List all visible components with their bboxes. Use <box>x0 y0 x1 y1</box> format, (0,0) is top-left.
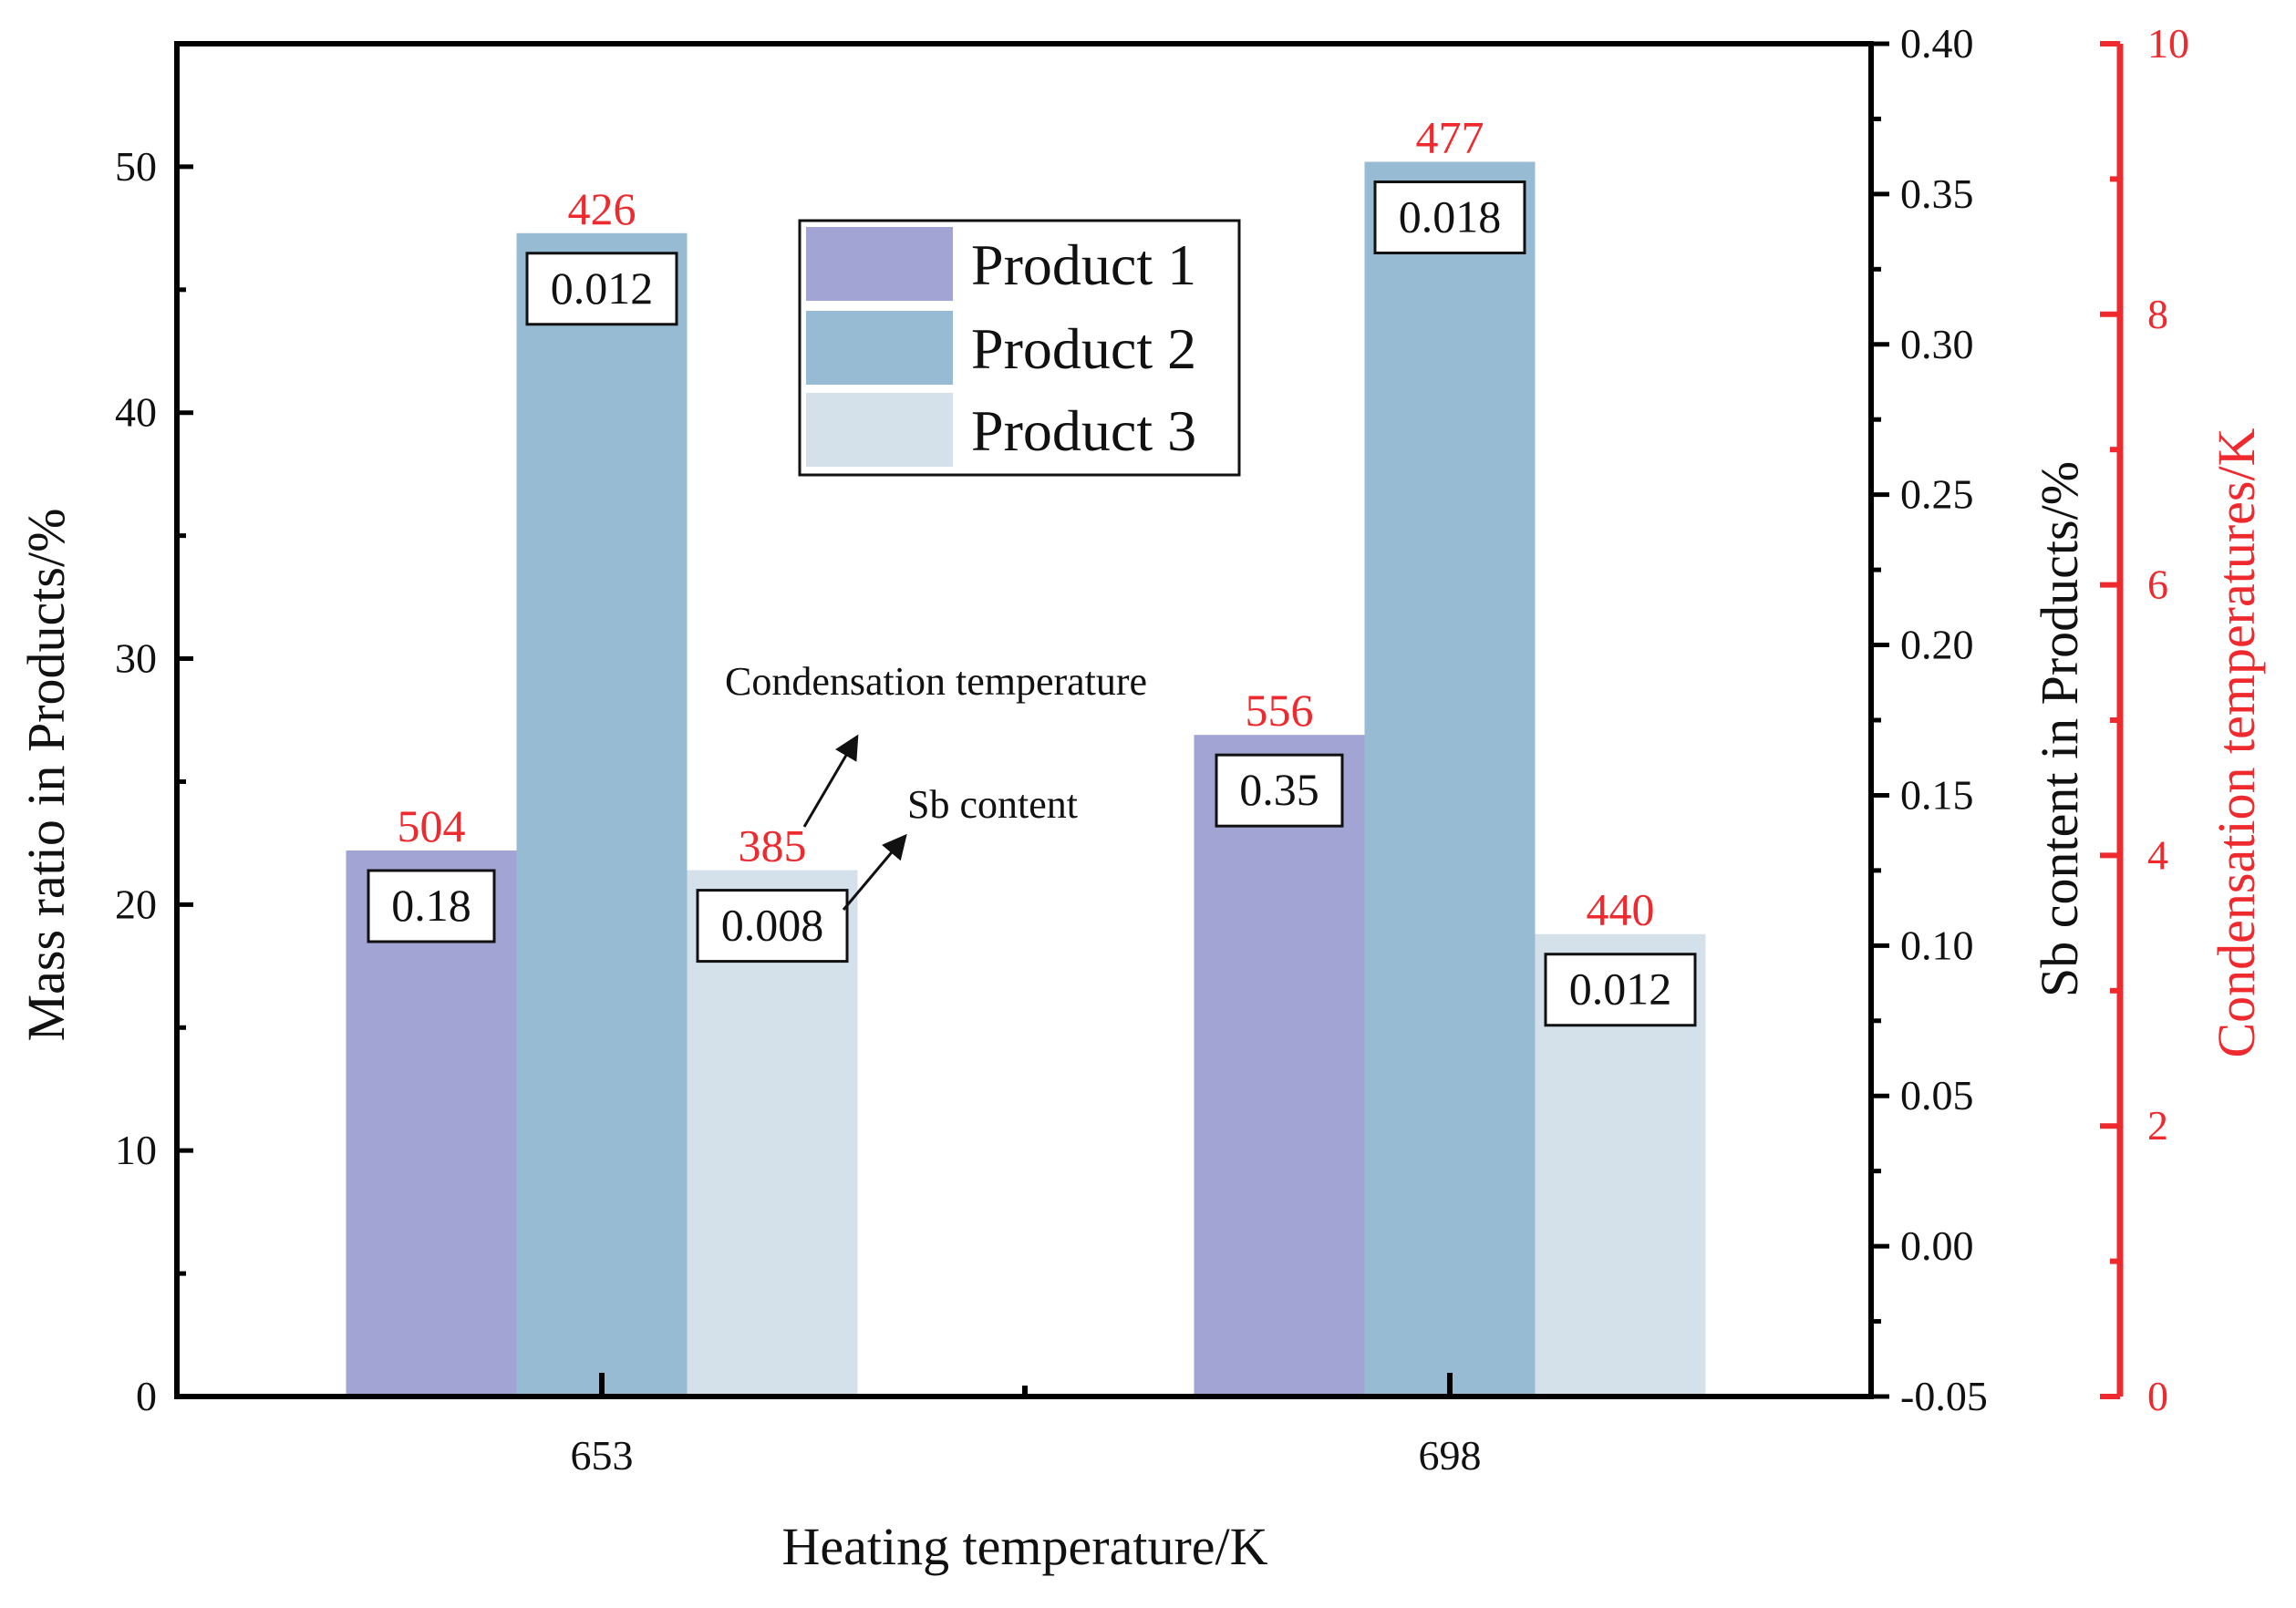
condensation-label-product-2-653: 426 <box>568 183 636 234</box>
y2-axis-title: Sb content in Products/% <box>2030 461 2089 997</box>
legend-label-product-3: Product 3 <box>971 398 1196 463</box>
y3-tick-label-0: 0 <box>2147 1373 2168 1419</box>
sb-label-product-1-653: 0.18 <box>391 880 471 931</box>
y2-tick-label--0.05: -0.05 <box>1900 1373 1988 1419</box>
y3-tick-label-4: 4 <box>2147 831 2168 878</box>
y2-tick-label-0.15: 0.15 <box>1900 771 1974 818</box>
y2-tick-label-0.10: 0.10 <box>1900 922 1974 968</box>
bar-product-2-653 <box>516 232 688 1397</box>
y-tick-label-50: 50 <box>115 143 157 190</box>
y2-tick-label-0.40: 0.40 <box>1900 20 1974 67</box>
bars-layer <box>346 161 1706 1397</box>
sb-label-box-product-3-653 <box>696 889 849 964</box>
y2-tick-label-0.25: 0.25 <box>1900 471 1974 518</box>
annotation-sb-content: Sb content <box>907 782 1078 827</box>
legend-swatch-product-1 <box>806 227 953 301</box>
y3-tick-label-8: 8 <box>2147 291 2168 337</box>
sb-label-product-2-653: 0.012 <box>551 263 654 314</box>
condensation-label-product-3-653: 385 <box>739 820 807 871</box>
y3-tick-label-10: 10 <box>2147 20 2189 67</box>
annotation-condensation-temperature: Condensation temperature <box>725 659 1147 704</box>
y2-tick-label-0.00: 0.00 <box>1900 1222 1974 1269</box>
y2-tick-label-0.20: 0.20 <box>1900 622 1974 668</box>
y-tick-label-40: 40 <box>115 389 157 436</box>
y3-tick-label-6: 6 <box>2147 562 2168 608</box>
legend-label-product-2: Product 2 <box>971 316 1196 381</box>
y-tick-label-10: 10 <box>115 1127 157 1173</box>
bar-product-2-698 <box>1364 161 1536 1397</box>
sb-label-product-2-698: 0.018 <box>1399 191 1502 242</box>
annotations: Condensation temperature Sb content <box>725 659 1147 911</box>
sb-label-product-3-698: 0.012 <box>1569 964 1672 1015</box>
sb-label-box-product-1-653 <box>367 869 496 943</box>
sb-label-product-3-653: 0.008 <box>721 900 824 951</box>
bar-product-1-698 <box>1194 735 1365 1397</box>
y-axis-title: Mass ratio in Products/% <box>16 509 76 1042</box>
legend-label-product-1: Product 1 <box>971 232 1196 297</box>
sb-label-box-product-1-698 <box>1215 753 1344 828</box>
condensation-label-product-1-653: 504 <box>398 800 466 851</box>
y3-axis-title: Condensation temperatures/K <box>2207 428 2266 1057</box>
y2-tick-label-0.05: 0.05 <box>1900 1072 1974 1118</box>
y2-tick-label-0.30: 0.30 <box>1900 321 1974 367</box>
y-tick-label-0: 0 <box>136 1373 157 1419</box>
y-tick-label-30: 30 <box>115 635 157 682</box>
value-labels-layer: 504 0.18 556 0.35 426 0.012 477 0.018 385 0.008 44… <box>367 112 1697 1027</box>
sb-label-box-product-2-653 <box>525 252 678 326</box>
y3-tick-label-2: 2 <box>2147 1102 2168 1149</box>
x-tick-label-698: 698 <box>1419 1432 1482 1479</box>
sb-label-box-product-3-698 <box>1544 953 1697 1027</box>
legend-swatch-product-2 <box>806 311 953 385</box>
legend: Product 1 Product 2 Product 3 <box>798 219 1241 477</box>
condensation-label-product-1-698: 556 <box>1246 685 1314 736</box>
annotation-condensation-arrow <box>802 734 859 828</box>
sb-label-box-product-2-698 <box>1373 180 1526 255</box>
annotation-sb-arrow <box>842 833 907 911</box>
x-axis-title: Heating temperature/K <box>781 1517 1267 1576</box>
condensation-label-product-3-698: 440 <box>1587 884 1655 935</box>
legend-swatch-product-3 <box>806 393 953 467</box>
y2-tick-label-0.35: 0.35 <box>1900 170 1974 217</box>
y-tick-label-20: 20 <box>115 881 157 927</box>
sb-label-product-1-698: 0.35 <box>1239 764 1319 815</box>
condensation-label-product-2-698: 477 <box>1416 112 1484 163</box>
x-tick-label-653: 653 <box>571 1432 634 1479</box>
